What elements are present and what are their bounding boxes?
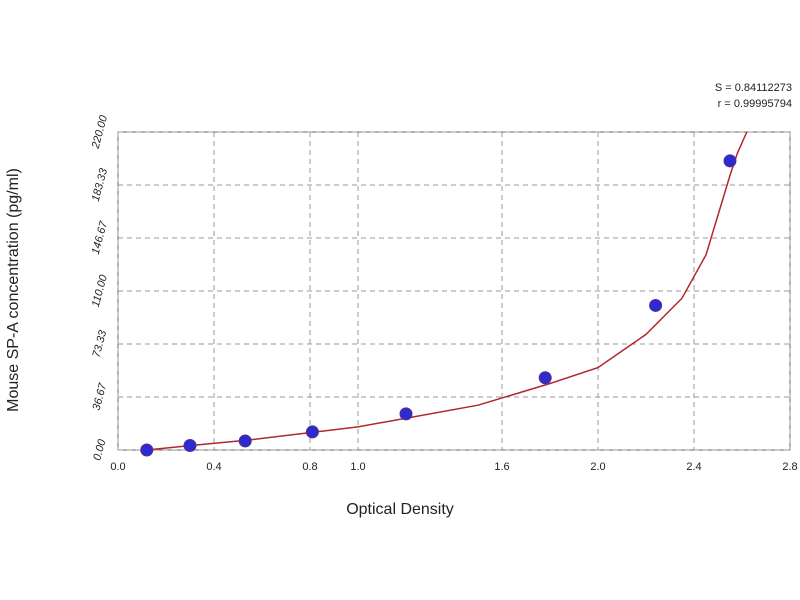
data-point <box>538 371 552 385</box>
x-tick-label: 2.0 <box>590 461 605 473</box>
data-point <box>649 298 663 312</box>
data-point <box>183 438 197 452</box>
data-point <box>140 443 154 457</box>
x-tick-label: 2.4 <box>686 461 701 473</box>
y-tick-label: 36.67 <box>91 381 110 412</box>
data-point <box>238 434 252 448</box>
annotation: S = 0.84112273 <box>715 82 792 94</box>
y-tick-label: 110.00 <box>90 273 110 309</box>
annotation: r = 0.99995794 <box>718 98 792 110</box>
x-tick-label: 1.6 <box>494 461 509 473</box>
x-axis-title: Optical Density <box>346 501 454 518</box>
data-point <box>399 407 413 421</box>
x-tick-label: 0.0 <box>110 461 125 473</box>
data-point <box>305 425 319 439</box>
x-tick-label: 0.8 <box>302 461 317 473</box>
data-point <box>723 154 737 168</box>
x-tick-label: 2.8 <box>782 461 797 473</box>
fit-curve <box>146 131 748 451</box>
y-tick-label: 183.33 <box>90 166 111 202</box>
y-tick-label: 73.33 <box>91 328 110 359</box>
x-tick-label: 0.4 <box>206 461 221 473</box>
y-tick-label: 220.00 <box>89 113 110 150</box>
x-tick-label: 1.0 <box>350 461 365 473</box>
y-tick-label: 0.00 <box>91 437 108 462</box>
y-tick-label: 146.67 <box>90 219 111 255</box>
y-axis-title: Mouse SP-A concentration (pg/ml) <box>5 168 22 412</box>
